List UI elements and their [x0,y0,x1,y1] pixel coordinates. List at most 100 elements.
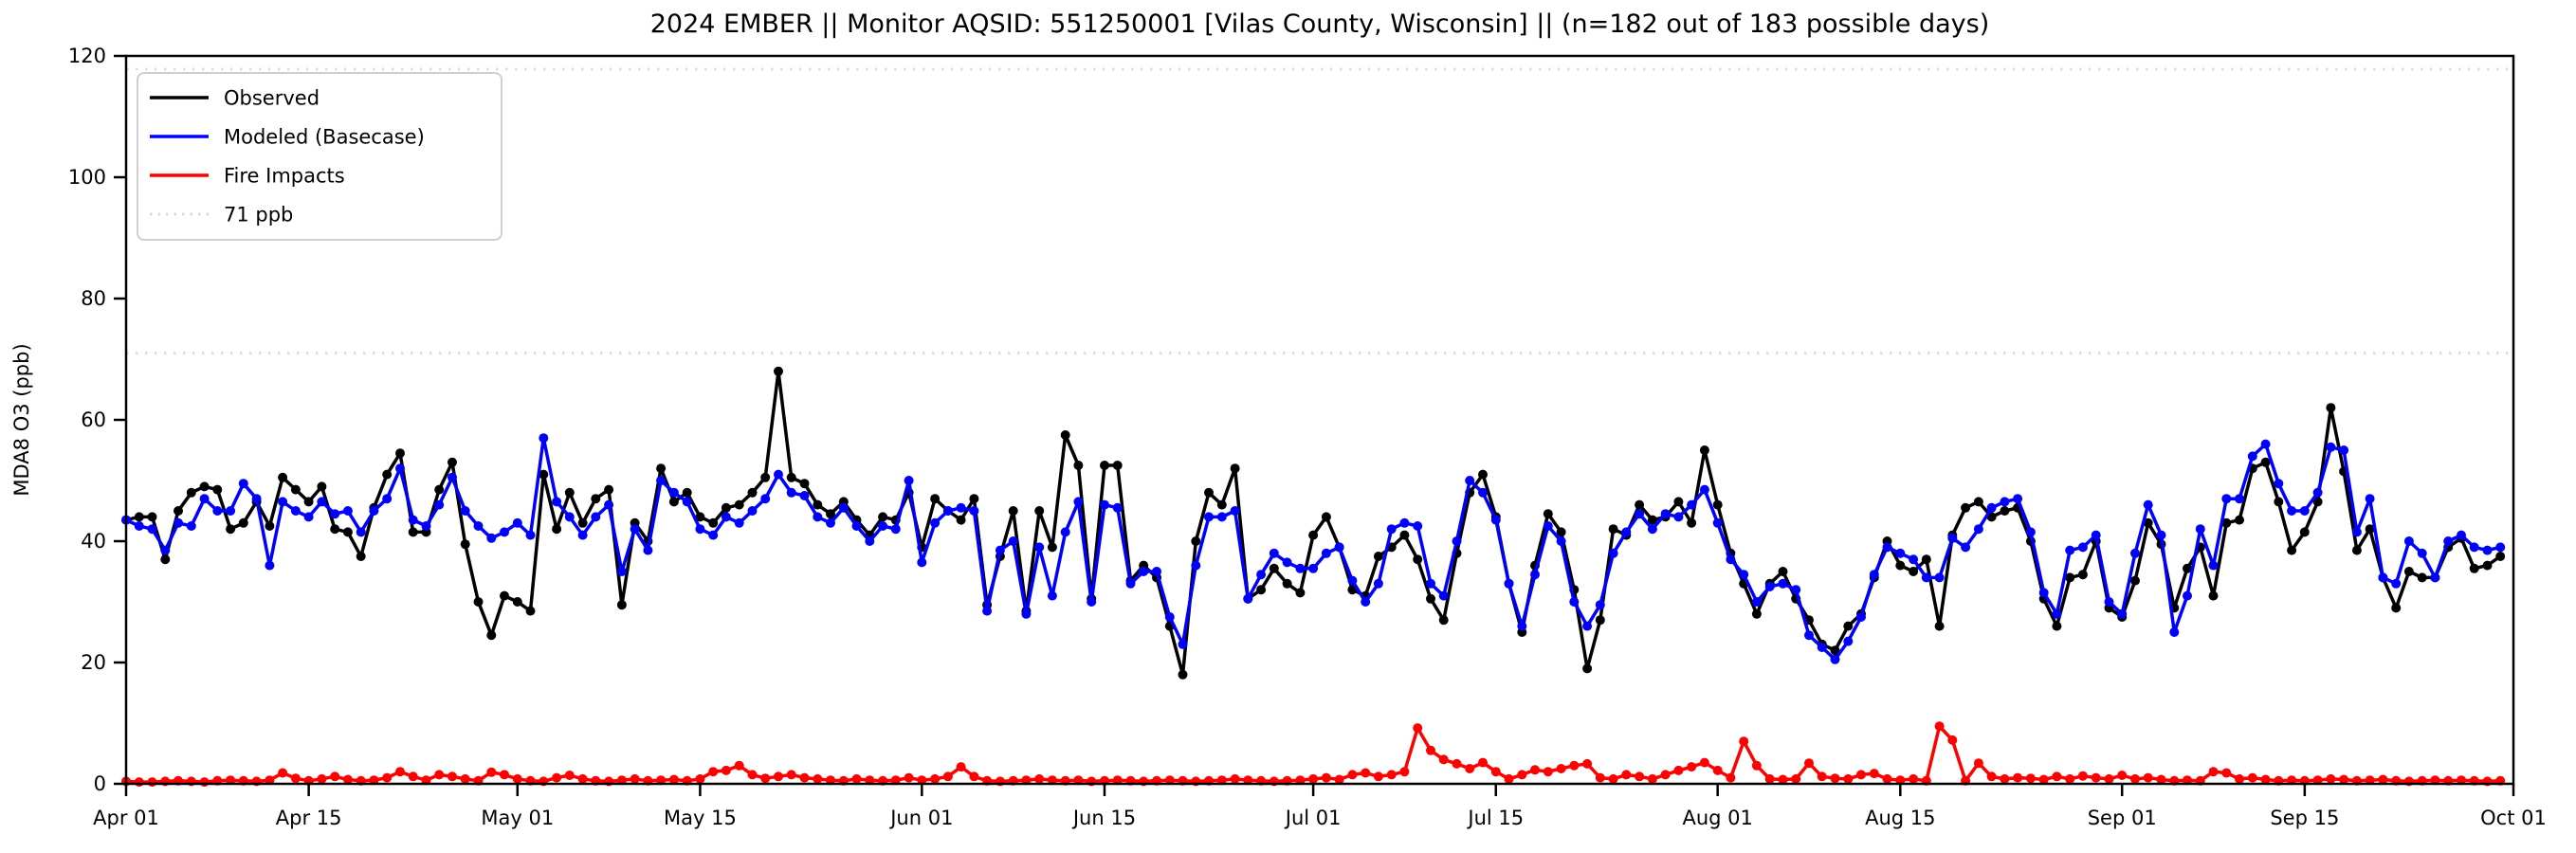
y-tick-label: 60 [81,408,106,431]
data-point-marker [174,517,183,528]
data-point-marker [1947,533,1958,543]
data-point-marker [1582,758,1593,769]
data-point-marker [1465,476,1475,485]
data-point-marker [1178,669,1188,680]
data-point-marker [969,506,979,516]
data-point-marker [2130,548,2140,558]
data-point-marker [1087,597,1097,607]
data-point-marker [525,606,536,616]
data-point-marker [1008,506,1018,516]
data-point-marker [865,775,875,786]
data-point-marker [1986,502,1997,513]
data-point-marker [1582,663,1593,674]
data-point-marker [1060,430,1070,440]
data-point-marker [630,773,640,784]
data-point-marker [577,517,588,528]
data-point-marker [2378,572,2388,583]
data-point-marker [1778,774,1788,785]
data-point-marker [813,512,823,522]
data-point-marker [1556,527,1566,537]
data-point-marker [942,506,953,516]
data-point-marker [395,767,405,777]
x-tick-label: Jul 15 [1466,807,1524,829]
data-point-marker [1739,736,1749,747]
data-point-marker [2065,572,2075,583]
data-point-marker [2378,774,2388,785]
data-point-marker [668,487,679,498]
data-point-marker [1934,721,1945,732]
data-point-marker [356,527,366,537]
data-point-marker [2038,588,2049,598]
data-point-marker [1034,506,1045,516]
data-point-marker [1856,612,1866,622]
data-point-marker [1243,593,1253,604]
data-point-marker [500,527,509,537]
data-point-marker [486,630,497,641]
data-point-marker [1569,760,1580,771]
data-point-marker [2469,563,2479,573]
data-point-marker [1791,773,1801,784]
data-point-marker [369,506,379,516]
data-point-marker [2013,772,2023,783]
data-point-marker [1869,570,1879,580]
data-point-marker [1034,542,1045,553]
data-point-marker [290,484,301,495]
data-point-marker [486,767,497,777]
data-point-marker [1100,499,1109,510]
data-point-marker [1843,636,1854,646]
data-point-marker [1608,548,1618,558]
data-point-marker [1191,536,1201,546]
data-point-marker [616,775,627,786]
data-point-marker [395,463,405,474]
data-point-marker [1726,554,1736,565]
data-point-marker [956,515,966,525]
data-point-marker [382,494,393,504]
data-point-marker [616,600,627,610]
data-point-marker [2117,771,2128,780]
data-point-marker [1804,758,1814,769]
data-point-marker [1100,461,1109,470]
data-point-marker [917,557,927,568]
data-point-marker [786,472,796,482]
data-point-marker [525,530,536,540]
data-point-marker [2391,603,2402,613]
data-point-marker [1308,563,1319,573]
data-point-marker [2091,530,2101,540]
data-point-marker [1569,597,1580,607]
x-tick-label: Aug 01 [1682,807,1752,829]
data-point-marker [1882,542,1892,553]
data-point-marker [851,521,862,531]
data-point-marker [330,771,340,782]
data-point-marker [734,760,744,771]
data-point-marker [799,491,810,500]
data-point-marker [2104,773,2114,784]
data-point-marker [303,512,314,522]
data-point-marker [774,771,783,782]
data-point-marker [1308,530,1319,540]
data-point-marker [1295,563,1306,573]
data-point-marker [1699,484,1709,495]
data-point-marker [473,521,484,531]
x-tick-label: Oct 01 [2480,807,2547,829]
data-point-marker [1764,582,1775,591]
data-point-marker [2351,527,2362,537]
data-point-marker [2443,536,2454,546]
data-point-marker [1426,578,1435,589]
data-point-marker [774,366,783,376]
data-point-marker [2457,775,2466,786]
data-point-marker [238,479,248,489]
legend: Observed Modeled (Basecase) Fire Impacts 71… [137,72,502,241]
data-point-marker [2351,545,2362,555]
data-point-marker [708,517,719,528]
data-point-marker [199,777,210,788]
data-point-marker [878,512,888,522]
data-point-marker [734,499,744,510]
data-point-marker [747,506,758,516]
data-point-marker [500,770,509,780]
data-point-marker [512,773,522,784]
data-point-marker [2038,774,2049,785]
data-point-marker [1778,578,1788,589]
x-tick-label: Jun 15 [1071,807,1136,829]
data-point-marker [382,469,393,480]
data-point-marker [2156,530,2166,540]
